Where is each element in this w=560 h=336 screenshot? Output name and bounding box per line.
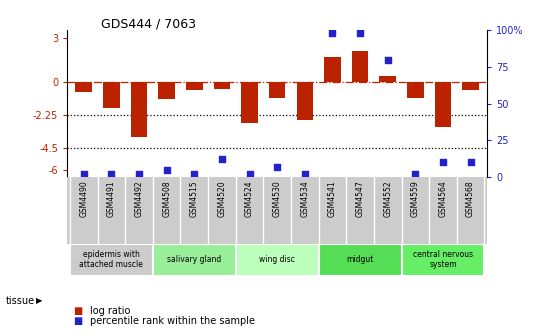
Bar — [380, 76, 396, 82]
Text: ■: ■ — [73, 306, 82, 316]
Text: tissue: tissue — [6, 296, 35, 306]
Bar — [153, 244, 236, 276]
Point — [273, 164, 282, 169]
Point — [411, 171, 420, 177]
Bar — [463, 82, 479, 90]
Point — [383, 57, 392, 62]
Bar — [158, 82, 175, 99]
Text: percentile rank within the sample: percentile rank within the sample — [90, 316, 255, 326]
Bar — [103, 82, 120, 108]
Bar — [214, 82, 230, 89]
Bar — [407, 82, 424, 98]
Text: GSM4564: GSM4564 — [438, 180, 447, 217]
Bar — [352, 51, 368, 82]
Text: GSM4508: GSM4508 — [162, 180, 171, 217]
Text: GSM4490: GSM4490 — [80, 180, 88, 217]
Point — [328, 31, 337, 36]
Text: GSM4547: GSM4547 — [356, 180, 365, 217]
Text: GSM4552: GSM4552 — [383, 180, 392, 217]
Point — [80, 171, 88, 177]
Point — [134, 171, 143, 177]
Text: GSM4530: GSM4530 — [273, 180, 282, 217]
Point — [217, 157, 226, 162]
Text: epidermis with
attached muscle: epidermis with attached muscle — [80, 250, 143, 269]
Bar — [269, 82, 286, 98]
Text: GSM4559: GSM4559 — [411, 180, 420, 217]
Text: log ratio: log ratio — [90, 306, 130, 316]
Bar — [70, 244, 153, 276]
Bar — [76, 82, 92, 92]
Text: GSM4534: GSM4534 — [300, 180, 309, 217]
Bar — [402, 244, 484, 276]
Bar — [241, 82, 258, 123]
Text: GSM4520: GSM4520 — [217, 180, 226, 217]
Bar — [297, 82, 313, 120]
Text: GSM4524: GSM4524 — [245, 180, 254, 217]
Bar — [236, 244, 319, 276]
Bar — [324, 57, 340, 82]
Bar — [319, 244, 402, 276]
Bar — [186, 82, 203, 90]
Point — [107, 171, 116, 177]
Text: GSM4492: GSM4492 — [134, 180, 143, 217]
Text: GSM4515: GSM4515 — [190, 180, 199, 217]
Point — [438, 160, 447, 165]
Text: midgut: midgut — [347, 255, 374, 264]
Text: GSM4491: GSM4491 — [107, 180, 116, 217]
Text: GSM4568: GSM4568 — [466, 180, 475, 217]
Point — [162, 167, 171, 172]
Bar — [435, 82, 451, 127]
Text: ▶: ▶ — [36, 296, 43, 305]
Point — [300, 171, 309, 177]
Point — [245, 171, 254, 177]
Text: salivary gland: salivary gland — [167, 255, 221, 264]
Point — [356, 31, 365, 36]
Text: central nervous
system: central nervous system — [413, 250, 473, 269]
Text: ■: ■ — [73, 316, 82, 326]
Text: GDS444 / 7063: GDS444 / 7063 — [101, 17, 196, 30]
Point — [190, 171, 199, 177]
Bar — [130, 82, 147, 137]
Text: GSM4541: GSM4541 — [328, 180, 337, 217]
Point — [466, 160, 475, 165]
Text: wing disc: wing disc — [259, 255, 295, 264]
